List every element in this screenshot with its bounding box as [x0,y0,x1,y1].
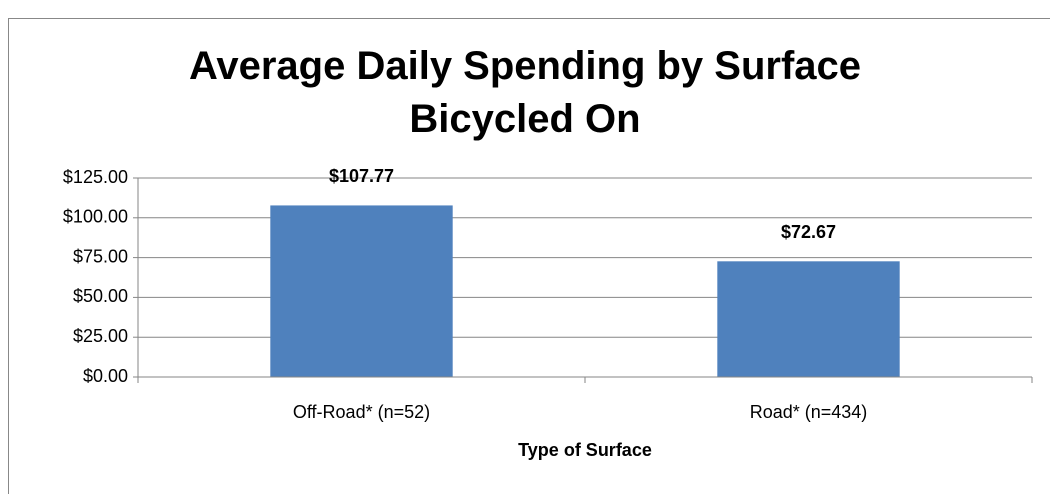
bar [717,261,900,377]
y-tick-label: $100.00 [63,207,128,227]
chart-border [8,18,1050,494]
y-tick-label: $50.00 [73,286,128,306]
y-tick-label: $125.00 [63,167,128,187]
x-axis-title: Type of Surface [518,440,652,460]
data-label: $72.67 [781,222,836,242]
y-tick-label: $0.00 [83,366,128,386]
y-tick-label: $25.00 [73,326,128,346]
bar [270,205,453,377]
data-label: $107.77 [329,166,394,186]
y-tick-label: $75.00 [73,246,128,266]
x-tick-label: Road* (n=434) [750,402,868,422]
x-tick-label: Off-Road* (n=52) [293,402,430,422]
chart-title: Average Daily Spending by Surface Bicycl… [188,44,862,141]
